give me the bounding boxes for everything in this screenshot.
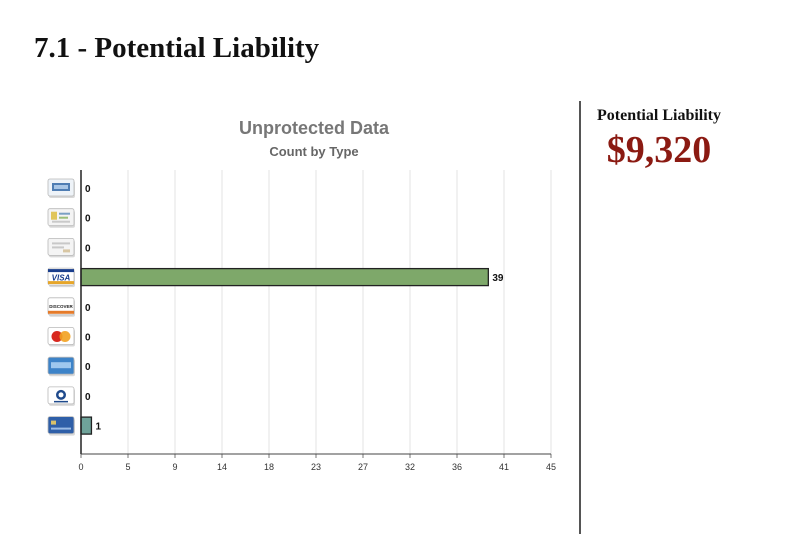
x-tick-label: 45 (546, 462, 556, 472)
generic-card-icon (47, 178, 75, 198)
chart-subtitle: Count by Type (269, 144, 358, 159)
mastercard-icon (47, 327, 75, 347)
bar-chart-svg: Unprotected Data Count by Type 000390000… (47, 118, 556, 472)
bar (80, 267, 489, 287)
bar-value-label: 0 (85, 184, 91, 195)
document-card-icon (47, 208, 75, 228)
x-tick-label: 18 (264, 462, 274, 472)
bar-value-label: 39 (492, 273, 504, 284)
x-tick-label: 0 (78, 462, 83, 472)
svg-text:VISA: VISA (52, 274, 71, 283)
blue-card-icon (47, 416, 75, 436)
axes: 0 5 9 14 18 23 27 32 36 41 45 (78, 170, 556, 472)
panel-divider (579, 101, 581, 534)
svg-text:DISCOVER: DISCOVER (49, 304, 73, 309)
bar-value-label: 0 (85, 362, 91, 373)
bar-value-label: 0 (85, 303, 91, 314)
amex-card-icon (47, 356, 75, 377)
bar-value-label: 0 (85, 392, 91, 403)
discover-card-icon: DISCOVER (47, 297, 75, 317)
bar-value-label: 0 (85, 333, 91, 344)
x-tick-label: 32 (405, 462, 415, 472)
x-tick-label: 41 (499, 462, 509, 472)
bar (80, 416, 93, 435)
category-icons: VISA DISCOVER (47, 178, 75, 436)
bar-value-label: 1 (95, 422, 101, 433)
visa-card-icon: VISA (47, 267, 75, 288)
liability-label: Potential Liability (597, 107, 721, 124)
x-tick-label: 27 (358, 462, 368, 472)
diners-club-card-icon (47, 386, 75, 406)
unprotected-data-chart: Unprotected Data Count by Type 0 0 0 39 0 0 0 0… (0, 100, 575, 534)
x-tick-label: 9 (172, 462, 177, 472)
x-tick-label: 14 (217, 462, 227, 472)
bar-value-label: 0 (85, 243, 91, 254)
x-tick-label: 36 (452, 462, 462, 472)
page-title: 7.1 - Potential Liability (34, 32, 320, 64)
chart-title: Unprotected Data (239, 118, 390, 138)
gray-card-icon (47, 237, 75, 258)
bar-value-label: 0 (85, 214, 91, 225)
x-tick-label: 23 (311, 462, 321, 472)
liability-value: $9,320 (606, 129, 712, 171)
gridlines (127, 170, 552, 454)
bars: 0 0 0 39 0 0 0 0 1 (80, 184, 504, 435)
x-tick-label: 5 (125, 462, 130, 472)
